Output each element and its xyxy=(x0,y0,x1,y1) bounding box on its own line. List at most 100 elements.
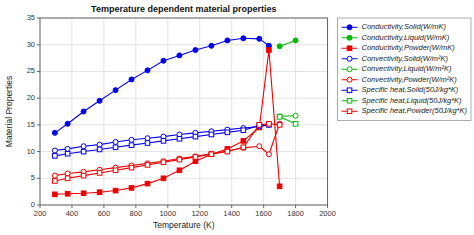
series-line xyxy=(55,125,269,156)
data-point xyxy=(129,143,134,148)
data-point xyxy=(97,98,102,103)
data-point xyxy=(97,142,102,147)
legend-label: Specific heat,Solid(50J/kg*K) xyxy=(362,85,459,94)
tick-label: 1400 xyxy=(223,209,240,218)
tick-label: 30 xyxy=(27,40,35,49)
axes: 2004006008001000120014001600180020000510… xyxy=(27,13,336,218)
tick-label: 20 xyxy=(27,93,35,102)
plot-background xyxy=(40,18,328,205)
legend-label: Convectivity,Solid(W/m²K) xyxy=(362,54,449,63)
tick-label: 0 xyxy=(31,200,35,209)
legend-marker xyxy=(347,46,352,51)
series-line xyxy=(55,124,280,181)
legend-item: Convectivity,Liquid(W/m²K) xyxy=(342,64,452,73)
legend-marker xyxy=(347,88,352,93)
tick-label: 800 xyxy=(130,209,143,218)
data-point xyxy=(209,152,214,157)
legend-box xyxy=(338,18,471,121)
tick-label: 2000 xyxy=(319,209,336,218)
data-point xyxy=(145,163,150,168)
data-point xyxy=(277,123,282,128)
tick-label: 1000 xyxy=(159,209,176,218)
series-line xyxy=(55,124,280,176)
series xyxy=(52,121,282,178)
grid-line xyxy=(103,18,104,205)
data xyxy=(52,36,298,197)
data-point xyxy=(81,109,86,114)
data-point xyxy=(145,181,150,186)
data-point xyxy=(293,38,298,43)
data-point xyxy=(65,171,70,176)
data-point xyxy=(209,152,214,157)
x-axis-label: Temperature (K) xyxy=(153,220,215,230)
legend-item: Conductivity,Liquid(W/mK) xyxy=(342,33,450,42)
tick-label: 600 xyxy=(98,209,111,218)
data-point xyxy=(145,141,150,146)
data-point xyxy=(209,132,214,137)
data-point xyxy=(81,173,86,178)
legend-marker xyxy=(347,109,352,114)
data-point xyxy=(277,121,282,126)
data-point xyxy=(53,179,58,184)
grid-line xyxy=(40,98,328,99)
legend-label: Convectivity,Liquid(W/m²K) xyxy=(362,64,452,73)
data-point xyxy=(241,139,246,144)
tick-label: 1200 xyxy=(191,209,208,218)
data-point xyxy=(177,156,182,161)
grid xyxy=(40,18,328,205)
y-axis-label: Material Properties xyxy=(4,76,14,147)
data-point xyxy=(177,168,182,173)
data-point xyxy=(241,36,246,41)
legend-label: Specific heat,Powder(50J/kg*K) xyxy=(362,106,468,115)
tick-label: 1800 xyxy=(287,209,304,218)
plot-frame xyxy=(40,18,328,205)
data-point xyxy=(241,128,246,133)
grid-line xyxy=(199,18,200,205)
data-point xyxy=(257,144,262,149)
series xyxy=(277,38,298,49)
data-point xyxy=(293,113,298,118)
data-point xyxy=(129,137,134,142)
data-point xyxy=(113,188,118,193)
data-point xyxy=(257,36,262,41)
tick-label: 35 xyxy=(27,13,35,22)
series xyxy=(53,123,272,159)
data-point xyxy=(266,152,271,157)
grid-line xyxy=(40,71,328,72)
series-line xyxy=(55,38,269,133)
legend-label: Specific heat,Liquid(50J/kg*K) xyxy=(362,96,463,105)
data-point xyxy=(81,149,86,154)
data-point xyxy=(277,184,282,189)
data-point xyxy=(177,157,182,162)
chart: Conductivity,Solid(W/mK)Conductivity,Liq… xyxy=(0,0,474,235)
legend-item: Conductivity,Powder(W/mK) xyxy=(342,43,456,52)
grid-line xyxy=(167,18,168,205)
legend-label: Convectivity,Powder(W/m²K) xyxy=(362,75,458,84)
data-point xyxy=(113,145,118,150)
data-point xyxy=(129,165,134,170)
series xyxy=(53,121,282,183)
data-point xyxy=(113,88,118,93)
data-point xyxy=(193,48,198,53)
data-point xyxy=(161,159,166,164)
data-point xyxy=(97,171,102,176)
data-point xyxy=(225,38,230,43)
data-point xyxy=(193,134,198,139)
data-point xyxy=(225,149,230,154)
data-point xyxy=(97,147,102,152)
tick-label: 25 xyxy=(27,66,35,75)
data-point xyxy=(129,186,134,191)
legend-item: Specific heat,Liquid(50J/kg*K) xyxy=(342,96,463,105)
data-point xyxy=(113,168,118,173)
data-point xyxy=(277,114,282,119)
data-point xyxy=(65,191,70,196)
data-point xyxy=(225,149,230,154)
grid-line xyxy=(135,18,136,205)
grid-line xyxy=(263,18,264,205)
data-point xyxy=(65,146,70,151)
series-line xyxy=(55,125,269,151)
data-point xyxy=(209,151,214,156)
legend-marker xyxy=(347,35,352,40)
legend-item: Convectivity,Solid(W/m²K) xyxy=(342,54,449,63)
data-point xyxy=(277,115,282,120)
